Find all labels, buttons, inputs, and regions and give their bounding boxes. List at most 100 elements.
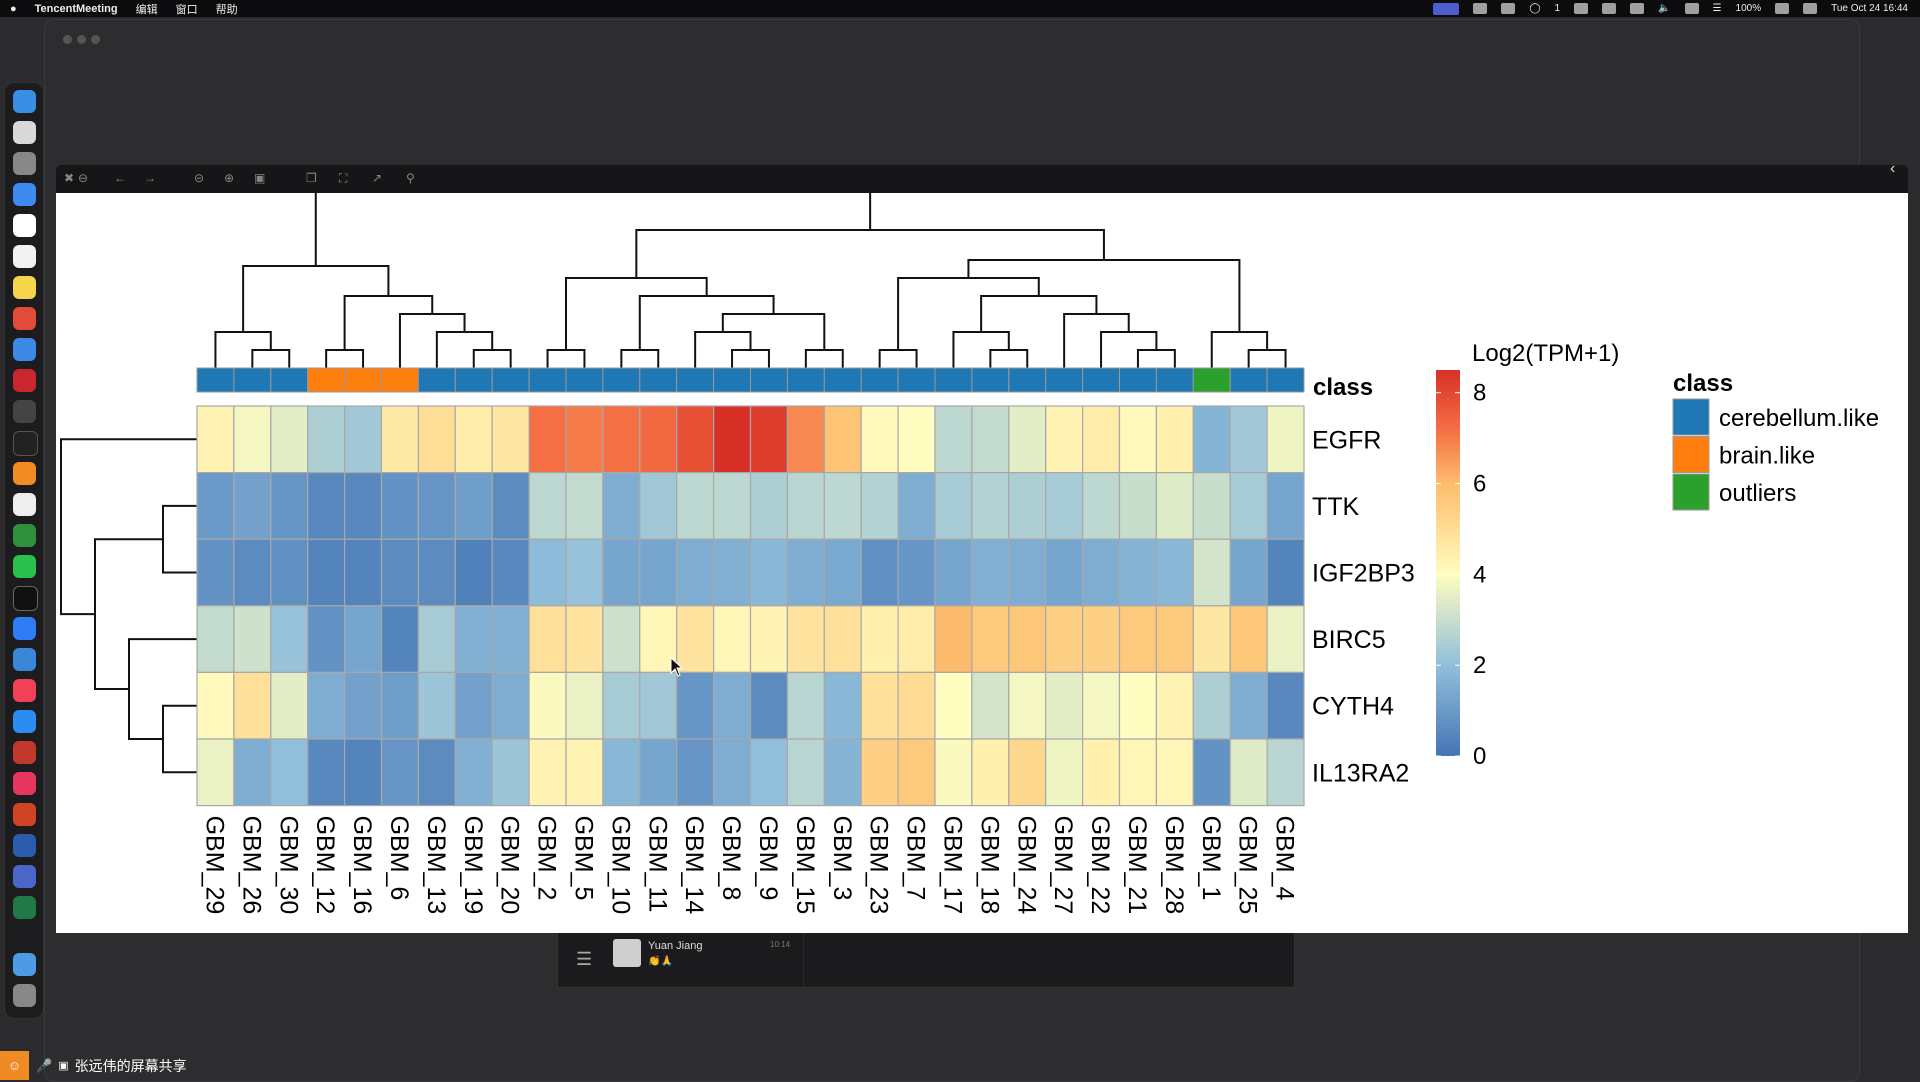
window-close-button[interactable]: [63, 35, 72, 44]
heatmap-cell: [307, 472, 346, 540]
annotation-cell: [528, 367, 567, 393]
zoom-in-icon[interactable]: ⊕: [224, 171, 235, 185]
downloads-folder-icon[interactable]: [13, 953, 36, 976]
volume-icon[interactable]: 🔈: [1658, 3, 1671, 14]
chevron-left-icon[interactable]: ‹: [1890, 160, 1896, 177]
reminders-icon[interactable]: [13, 245, 36, 268]
heatmap-cell: [1118, 538, 1158, 607]
heatmap-cell: [1045, 671, 1084, 740]
avatar[interactable]: [613, 939, 641, 967]
terminal-icon[interactable]: [13, 431, 38, 456]
excel-icon[interactable]: [13, 896, 36, 919]
screen-share-icon[interactable]: ▣: [58, 1060, 69, 1072]
globe-status-icon[interactable]: [1574, 3, 1589, 14]
minimize-icon[interactable]: ⊖: [78, 171, 89, 185]
heatmap-cell: [602, 538, 641, 607]
wechat-status-icon[interactable]: ◯: [1529, 3, 1541, 14]
column-dendrogram-branch: [635, 229, 1105, 278]
wifi-icon[interactable]: ☰: [1712, 3, 1722, 14]
menu-icon[interactable]: ☰: [576, 949, 593, 969]
heatmap-cell: [491, 405, 530, 474]
chat-message: 👏🙏: [648, 956, 673, 967]
search-icon[interactable]: ⚲: [406, 171, 415, 185]
remote-desktop-icon[interactable]: [13, 865, 36, 888]
heatmap-cell: [565, 671, 604, 740]
annotation-label: class: [1313, 374, 1373, 401]
battery-icon[interactable]: [1775, 3, 1790, 14]
filezilla-icon[interactable]: [13, 369, 36, 392]
menu-window[interactable]: 窗口: [175, 3, 198, 16]
copy-icon[interactable]: ❐: [306, 171, 317, 185]
menu-edit[interactable]: 编辑: [135, 3, 158, 16]
zoom-out-icon[interactable]: ⊝: [194, 171, 205, 185]
heatmap-cell: [307, 538, 346, 607]
sample-label: GBM_18: [975, 816, 1003, 915]
chrome-icon[interactable]: [13, 307, 36, 330]
dictionary-icon[interactable]: [13, 493, 36, 516]
pdf-reader-icon[interactable]: [13, 741, 36, 764]
menu-clock[interactable]: Tue Oct 24 16:44: [1831, 3, 1908, 14]
heatmap-cell: [602, 605, 641, 673]
system-settings-icon[interactable]: [13, 152, 36, 175]
heatmap-cell: [1155, 738, 1194, 807]
heatmap-cell: [676, 538, 715, 607]
status-app-icon[interactable]: [1473, 3, 1488, 14]
export-icon[interactable]: ↗: [372, 171, 383, 185]
translate-icon[interactable]: [13, 648, 36, 671]
heatmap-cell: [528, 538, 567, 607]
close-icon[interactable]: ✖: [64, 171, 75, 185]
safari-icon[interactable]: [13, 338, 36, 361]
music-icon[interactable]: [13, 679, 36, 702]
tencent-meeting-icon[interactable]: [13, 710, 36, 733]
menu-help[interactable]: 帮助: [215, 3, 238, 16]
window-minimize-button[interactable]: [77, 35, 86, 44]
user-icon[interactable]: ☺: [0, 1051, 29, 1080]
app-icon[interactable]: [13, 772, 36, 795]
keyboard-status-icon[interactable]: [1630, 3, 1645, 14]
microphone-icon[interactable]: 🎤: [36, 1057, 53, 1073]
heatmap-cell: [676, 605, 715, 673]
heatmap-cell: [639, 671, 678, 740]
sublime-text-icon[interactable]: [13, 462, 36, 485]
notes-icon[interactable]: [13, 276, 36, 299]
heatmap-cell: [270, 405, 309, 474]
sample-label: GBM_4: [1271, 816, 1299, 901]
mail-icon[interactable]: [13, 183, 36, 206]
feishu-icon[interactable]: [13, 617, 36, 640]
trash-icon[interactable]: [13, 984, 36, 1007]
preview-icon[interactable]: [13, 400, 36, 423]
annotation-cell: [565, 367, 604, 393]
finder-icon[interactable]: [13, 90, 36, 113]
fit-icon[interactable]: ▣: [254, 171, 266, 185]
heatmap-cell: [565, 605, 604, 673]
column-dendrogram-branch: [878, 349, 918, 368]
apple-icon[interactable]: ●: [10, 2, 17, 15]
word-icon[interactable]: [13, 834, 36, 857]
qq-icon[interactable]: [13, 586, 38, 611]
heatmap-cell: [1118, 605, 1158, 673]
calendar-icon[interactable]: [13, 214, 36, 237]
evernote-icon[interactable]: [13, 524, 36, 547]
launchpad-icon[interactable]: [13, 121, 36, 144]
heatmap-cell: [934, 671, 973, 740]
app-name-menu[interactable]: TencentMeeting: [34, 2, 118, 15]
wechat-icon[interactable]: [13, 555, 36, 578]
heatmap-cell: [380, 405, 420, 474]
class-legend-label: outliers: [1719, 480, 1796, 507]
control-center-icon[interactable]: [1803, 3, 1818, 14]
back-arrow-icon[interactable]: ←: [114, 171, 126, 185]
sample-label: GBM_12: [311, 816, 339, 915]
heatmap-cell: [491, 605, 530, 673]
search-status-icon[interactable]: [1501, 3, 1516, 14]
sample-label: GBM_23: [865, 816, 893, 915]
annotation-cell: [233, 367, 272, 393]
input-method-icon[interactable]: [1684, 3, 1699, 14]
window-zoom-button[interactable]: [91, 35, 100, 44]
fullscreen-icon[interactable]: ⛶: [339, 171, 348, 185]
forward-arrow-icon[interactable]: →: [144, 171, 156, 185]
screen-share-status-icon[interactable]: [1433, 2, 1460, 15]
heatmap-cell: [417, 738, 456, 807]
annotation-cell: [1192, 367, 1231, 393]
clock-status-icon[interactable]: [1602, 3, 1617, 14]
powerpoint-icon[interactable]: [13, 803, 36, 826]
